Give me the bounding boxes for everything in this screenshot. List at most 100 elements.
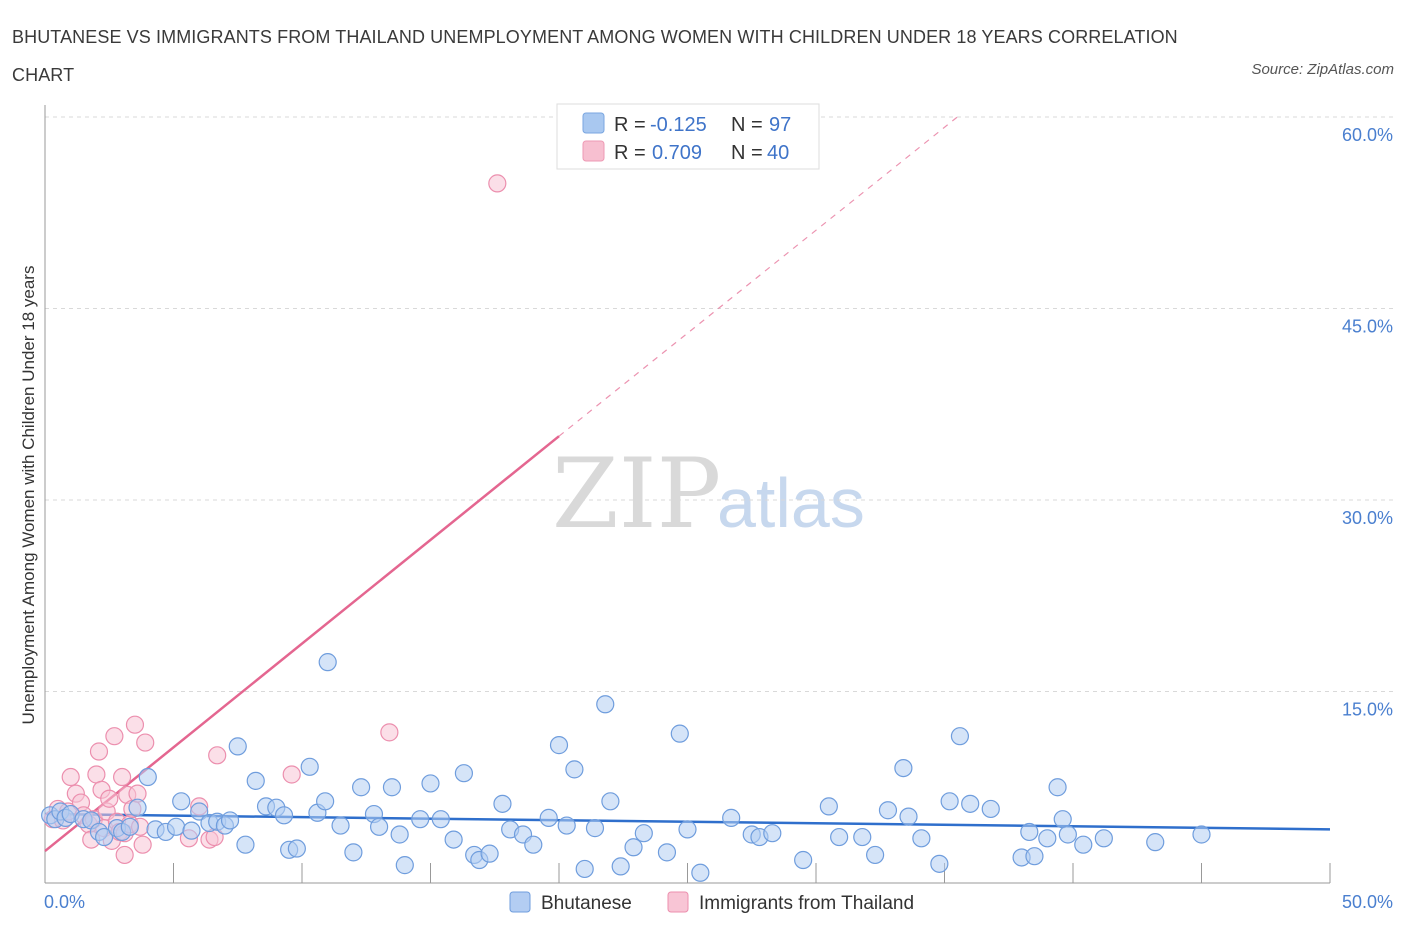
data-point-bhutanese	[220, 811, 240, 830]
data-point-bhutanese	[382, 778, 402, 797]
data-point-bhutanese	[1048, 778, 1067, 797]
data-point-bhutanese	[444, 830, 463, 849]
data-point-bhutanese	[722, 808, 741, 827]
data-point-bhutanese	[899, 807, 918, 826]
data-point-bhutanese	[421, 774, 440, 793]
data-point-bhutanese	[950, 727, 970, 746]
data-point-bhutanese	[172, 792, 191, 811]
data-point-bhutanese	[182, 821, 201, 840]
data-point-bhutanese	[1192, 825, 1211, 844]
legend-swatch-thailand	[667, 891, 689, 913]
data-point-bhutanese	[95, 827, 114, 847]
x-tick-label: 0.0%	[44, 892, 85, 912]
source-credit: Source: ZipAtlas.com	[1251, 61, 1394, 78]
watermark-zip: ZIP	[552, 438, 721, 550]
data-point-bhutanese	[1074, 835, 1093, 854]
legend-n-value-thailand: 40	[767, 142, 789, 164]
data-point-bhutanese	[565, 760, 584, 779]
series-legend: Bhutanese Immigrants from Thailand	[509, 891, 914, 914]
data-point-bhutanese	[539, 808, 558, 827]
data-point-bhutanese	[318, 653, 337, 672]
data-point-bhutanese	[678, 820, 697, 839]
data-point-thailand	[89, 742, 109, 761]
data-point-bhutanese	[120, 817, 139, 836]
data-point-thailand	[87, 765, 106, 784]
legend-swatch-bhutanese	[509, 891, 531, 913]
data-point-bhutanese	[480, 844, 499, 863]
data-point-bhutanese	[316, 792, 335, 811]
data-point-thailand	[380, 723, 399, 742]
data-point-bhutanese	[624, 838, 643, 857]
data-point-bhutanese	[524, 835, 543, 854]
legend-label-bhutanese: Bhutanese	[541, 893, 632, 914]
data-point-bhutanese	[596, 695, 615, 714]
legend-r-value-thailand: 0.709	[652, 142, 702, 164]
y-tick-label: 45.0%	[1342, 317, 1393, 337]
series-thailand-points	[43, 174, 507, 865]
data-point-bhutanese	[853, 827, 872, 847]
y-axis-label: Unemployment Among Women with Children U…	[19, 266, 38, 725]
data-point-bhutanese	[493, 794, 512, 813]
data-point-bhutanese	[930, 854, 949, 873]
data-point-bhutanese	[370, 817, 389, 836]
data-point-bhutanese	[390, 825, 409, 844]
data-point-bhutanese	[763, 824, 782, 843]
data-point-bhutanese	[128, 798, 147, 817]
x-tick-label: 50.0%	[1342, 892, 1393, 912]
axes	[44, 105, 1331, 884]
data-point-bhutanese	[830, 827, 849, 847]
data-point-bhutanese	[352, 778, 371, 797]
data-point-bhutanese	[981, 799, 1000, 819]
data-point-bhutanese	[1094, 829, 1113, 848]
data-point-bhutanese	[274, 806, 294, 825]
data-point-thailand	[125, 715, 145, 734]
data-point-bhutanese	[601, 792, 620, 811]
data-point-bhutanese	[411, 810, 430, 829]
correlation-legend: R = -0.125 N = 97 R = 0.709 N = 40	[556, 103, 820, 170]
data-point-bhutanese	[246, 771, 265, 790]
data-point-thailand	[136, 733, 155, 752]
data-point-bhutanese	[634, 824, 653, 843]
y-tick-label: 15.0%	[1342, 700, 1393, 720]
y-tick-label: 60.0%	[1342, 125, 1393, 145]
data-point-bhutanese	[691, 863, 710, 882]
legend-n-value-bhutanese: 97	[769, 114, 791, 136]
data-point-thailand	[105, 727, 124, 746]
legend-n-label: N =	[731, 142, 763, 164]
series-bhutanese-points	[41, 653, 1211, 882]
y-tick-label: 30.0%	[1342, 508, 1393, 528]
data-point-bhutanese	[549, 736, 569, 755]
data-point-bhutanese	[557, 816, 576, 835]
legend-swatch-thailand	[582, 140, 605, 162]
data-point-bhutanese	[878, 801, 898, 820]
data-point-thailand	[133, 835, 152, 854]
data-point-bhutanese	[300, 757, 319, 776]
data-point-bhutanese	[1038, 829, 1057, 848]
data-point-bhutanese	[611, 857, 630, 876]
data-point-thailand	[100, 789, 119, 808]
legend-r-value-bhutanese: -0.125	[650, 114, 707, 136]
data-point-bhutanese	[1025, 847, 1044, 866]
data-point-bhutanese	[1053, 810, 1072, 829]
data-point-bhutanese	[894, 758, 913, 778]
data-point-thailand	[208, 746, 227, 765]
trend-line-thailand	[44, 435, 560, 853]
data-point-bhutanese	[794, 850, 813, 870]
data-point-bhutanese	[961, 794, 980, 813]
data-point-bhutanese	[395, 856, 414, 875]
data-point-bhutanese	[1020, 822, 1039, 842]
data-point-thailand	[282, 765, 301, 784]
data-point-bhutanese	[236, 835, 255, 854]
data-point-bhutanese	[166, 817, 186, 836]
data-point-thailand	[61, 767, 80, 787]
data-point-bhutanese	[940, 792, 959, 811]
data-point-bhutanese	[190, 802, 209, 821]
data-point-thailand	[488, 174, 507, 193]
tick-labels: 0.0% 50.0% 15.0% 30.0% 45.0% 60.0%	[44, 125, 1393, 912]
data-point-bhutanese	[585, 819, 605, 838]
data-point-bhutanese	[657, 843, 677, 862]
legend-n-label: N =	[731, 114, 763, 136]
data-point-bhutanese	[228, 737, 247, 756]
data-point-bhutanese	[138, 767, 157, 787]
data-point-bhutanese	[670, 724, 689, 743]
